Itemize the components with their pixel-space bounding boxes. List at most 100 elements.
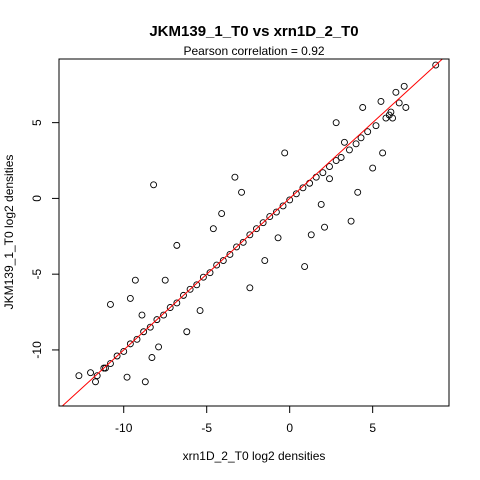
data-point xyxy=(186,285,194,293)
data-point xyxy=(106,301,114,308)
data-point xyxy=(226,251,234,258)
y-axis: -10 -5 0 5 xyxy=(30,119,60,359)
points-layer xyxy=(75,61,440,386)
data-point xyxy=(206,269,214,277)
data-point xyxy=(155,343,163,351)
data-point xyxy=(75,372,83,380)
data-point xyxy=(259,219,267,227)
data-point xyxy=(87,369,94,377)
data-point xyxy=(385,111,393,119)
data-point xyxy=(133,335,141,343)
data-point xyxy=(379,149,387,157)
x-axis-label: xrn1D_2_T0 log2 densities xyxy=(183,449,326,463)
data-point xyxy=(345,146,353,154)
data-point xyxy=(150,181,158,189)
data-point xyxy=(213,261,221,269)
y-tick-label: -5 xyxy=(30,269,44,280)
x-tick-label: 5 xyxy=(369,421,376,435)
data-point xyxy=(432,61,440,69)
y-axis-label: JKM139_1_T0 log2 densities xyxy=(2,155,16,310)
y-tick-label: 5 xyxy=(30,119,44,126)
data-point xyxy=(357,134,365,142)
data-point xyxy=(148,354,156,361)
data-point xyxy=(347,217,355,225)
data-point xyxy=(180,291,187,299)
data-point xyxy=(238,188,246,196)
data-point xyxy=(359,104,367,111)
data-point xyxy=(279,202,287,210)
data-point xyxy=(138,311,146,319)
data-point xyxy=(307,231,315,239)
data-point xyxy=(196,307,204,314)
data-point xyxy=(317,201,325,208)
data-point xyxy=(160,311,168,319)
data-point xyxy=(372,122,380,130)
data-point xyxy=(123,373,131,381)
data-point xyxy=(261,257,269,264)
data-point xyxy=(400,82,408,90)
x-tick-label: -10 xyxy=(115,421,133,435)
chart-title: JKM139_1_T0 vs xrn1D_2_T0 xyxy=(149,23,358,40)
x-axis: -10 -5 0 5 xyxy=(115,405,376,435)
data-point xyxy=(301,263,309,271)
data-point xyxy=(321,223,328,231)
data-point xyxy=(337,154,345,161)
data-point xyxy=(173,299,181,307)
data-point xyxy=(332,157,340,164)
data-point xyxy=(299,184,307,192)
data-point xyxy=(369,164,377,172)
data-point xyxy=(193,281,201,289)
data-point xyxy=(183,328,191,336)
data-point xyxy=(93,372,101,380)
y-tick-label: -10 xyxy=(30,341,44,359)
data-point xyxy=(102,364,109,372)
data-point xyxy=(218,210,226,218)
data-point xyxy=(246,284,254,292)
data-point xyxy=(402,104,410,111)
data-point xyxy=(113,352,121,360)
data-point xyxy=(364,128,372,136)
data-point xyxy=(233,243,241,251)
data-point xyxy=(92,378,99,386)
data-point xyxy=(231,173,239,181)
data-point xyxy=(246,231,254,239)
reference-line-layer xyxy=(61,59,444,406)
identity-line xyxy=(61,59,444,406)
x-tick-label: -5 xyxy=(201,421,212,435)
data-point xyxy=(126,340,134,348)
data-point xyxy=(341,138,348,146)
data-point xyxy=(209,225,217,233)
data-point xyxy=(166,304,174,311)
data-point xyxy=(141,378,149,386)
data-point xyxy=(153,316,161,324)
y-tick-label: 0 xyxy=(30,195,44,202)
data-point xyxy=(272,208,280,216)
chart-subtitle: Pearson correlation = 0.92 xyxy=(183,44,324,58)
data-point xyxy=(131,276,139,284)
data-point xyxy=(274,234,282,242)
data-point xyxy=(395,99,403,107)
data-point xyxy=(140,328,148,336)
data-point xyxy=(286,196,294,204)
data-point xyxy=(173,241,181,249)
data-point xyxy=(199,273,207,281)
data-point xyxy=(332,119,340,127)
data-point xyxy=(106,360,114,368)
data-point xyxy=(292,190,300,198)
data-point xyxy=(392,88,400,96)
data-point xyxy=(253,225,260,233)
data-point xyxy=(354,188,362,196)
data-point xyxy=(352,140,360,148)
data-point xyxy=(326,163,333,171)
data-point xyxy=(326,175,333,183)
x-tick-label: 0 xyxy=(286,421,293,435)
data-point xyxy=(319,169,327,177)
data-point xyxy=(239,238,247,246)
data-point xyxy=(120,348,128,355)
data-point xyxy=(281,149,289,157)
data-point xyxy=(126,294,134,302)
data-point xyxy=(161,276,169,284)
data-point xyxy=(219,257,227,264)
